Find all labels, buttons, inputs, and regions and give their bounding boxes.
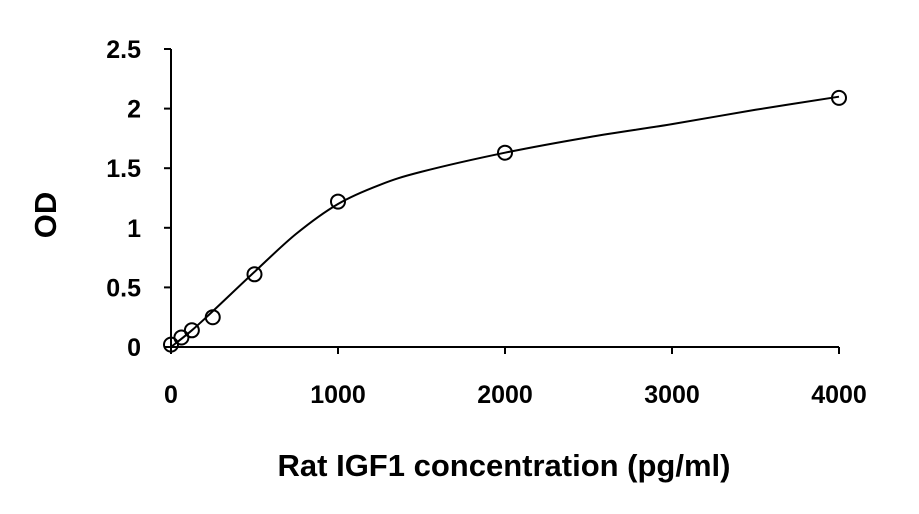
data-point-marker [204, 309, 221, 326]
data-point-marker [831, 89, 847, 106]
data-point-marker [246, 266, 263, 283]
data-point-marker [173, 329, 190, 346]
x-tick-label: 0 [164, 381, 178, 409]
data-point-marker [183, 322, 200, 339]
x-tick-label: 3000 [644, 381, 700, 409]
y-tick-label: 0 [127, 334, 141, 362]
y-tick-label: 2.5 [106, 36, 141, 64]
data-points [163, 89, 847, 353]
data-point-marker [330, 193, 346, 210]
y-tick-label: 2 [127, 96, 141, 124]
fit-curve-line [170, 95, 840, 348]
y-tick-label: 0.5 [106, 274, 141, 302]
x-tick-label: 4000 [811, 381, 867, 409]
y-axis-title: OD [28, 192, 63, 239]
data-point-marker [497, 144, 513, 161]
chart-axes [170, 49, 839, 348]
x-axis-ticks: 0 1000 2000 3000 4000 [164, 347, 867, 409]
x-axis-title: Rat IGF1 concentration (pg/ml) [278, 448, 731, 483]
y-axis-ticks: 0 0.5 1 1.5 2 2.5 [106, 36, 171, 362]
y-tick-label: 1 [127, 215, 141, 243]
y-tick-label: 1.5 [106, 155, 141, 183]
x-tick-label: 2000 [477, 381, 533, 409]
x-tick-label: 1000 [310, 381, 366, 409]
